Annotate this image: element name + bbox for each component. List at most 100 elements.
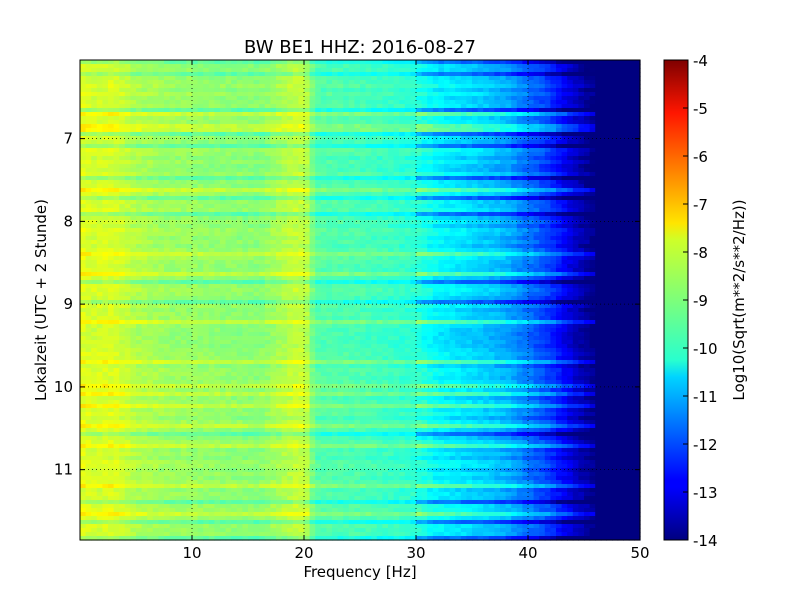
heatmap-cell	[96, 68, 103, 73]
heatmap-cell	[225, 80, 232, 85]
heatmap-cell	[208, 136, 215, 141]
heatmap-cell	[304, 188, 311, 193]
heatmap-cell	[544, 124, 551, 129]
heatmap-cell	[264, 212, 271, 217]
heatmap-cell	[259, 160, 266, 165]
heatmap-cell	[488, 164, 495, 169]
heatmap-cell	[80, 212, 87, 217]
heatmap-cell	[584, 220, 591, 225]
heatmap-cell	[360, 160, 367, 165]
heatmap-cell	[304, 172, 311, 177]
heatmap-cell	[416, 136, 423, 141]
heatmap-cell	[119, 68, 126, 73]
heatmap-cell	[533, 60, 540, 65]
heatmap-cell	[572, 128, 579, 133]
heatmap-cell	[628, 100, 635, 105]
heatmap-cell	[623, 132, 630, 137]
heatmap-cell	[214, 112, 221, 117]
heatmap-cell	[298, 136, 305, 141]
heatmap-cell	[567, 256, 574, 261]
heatmap-cell	[152, 212, 159, 217]
heatmap-cell	[516, 68, 523, 73]
heatmap-cell	[578, 176, 585, 181]
heatmap-cell	[108, 112, 115, 117]
heatmap-cell	[427, 100, 434, 105]
heatmap-cell	[628, 104, 635, 109]
heatmap-cell	[124, 84, 131, 89]
heatmap-cell	[208, 164, 215, 169]
heatmap-cell	[444, 120, 451, 125]
heatmap-cell	[455, 84, 462, 89]
heatmap-cell	[522, 252, 529, 257]
heatmap-cell	[164, 92, 171, 97]
heatmap-cell	[427, 196, 434, 201]
heatmap-cell	[164, 84, 171, 89]
heatmap-cell	[175, 112, 182, 117]
heatmap-cell	[589, 216, 596, 221]
heatmap-cell	[326, 184, 333, 189]
heatmap-cell	[242, 116, 249, 121]
heatmap-cell	[572, 116, 579, 121]
heatmap-cell	[572, 168, 579, 173]
heatmap-cell	[208, 128, 215, 133]
heatmap-cell	[505, 244, 512, 249]
heatmap-cell	[220, 248, 227, 253]
heatmap-cell	[522, 236, 529, 241]
heatmap-cell	[119, 168, 126, 173]
heatmap-cell	[164, 140, 171, 145]
heatmap-cell	[410, 184, 417, 189]
heatmap-cell	[91, 240, 98, 245]
heatmap-cell	[595, 112, 602, 117]
heatmap-cell	[343, 96, 350, 101]
heatmap-cell	[276, 200, 283, 205]
heatmap-cell	[287, 152, 294, 157]
heatmap-cell	[399, 240, 406, 245]
heatmap-cell	[376, 148, 383, 153]
heatmap-cell	[259, 164, 266, 169]
heatmap-cell	[533, 128, 540, 133]
heatmap-cell	[533, 92, 540, 97]
heatmap-cell	[141, 168, 148, 173]
heatmap-cell	[169, 192, 176, 197]
heatmap-cell	[561, 176, 568, 181]
heatmap-cell	[203, 132, 210, 137]
heatmap-cell	[516, 252, 523, 257]
heatmap-cell	[141, 72, 148, 77]
heatmap-cell	[466, 124, 473, 129]
heatmap-cell	[617, 236, 624, 241]
heatmap-cell	[124, 228, 131, 233]
heatmap-cell	[80, 180, 87, 185]
heatmap-cell	[578, 184, 585, 189]
heatmap-cell	[343, 68, 350, 73]
heatmap-cell	[231, 148, 238, 153]
heatmap-cell	[248, 244, 255, 249]
heatmap-cell	[270, 80, 277, 85]
heatmap-cell	[180, 188, 187, 193]
chart-title: BW BE1 HHZ: 2016-08-27	[244, 37, 476, 58]
heatmap-cell	[130, 80, 137, 85]
heatmap-cell	[225, 124, 232, 129]
heatmap-cell	[376, 100, 383, 105]
heatmap-cell	[516, 124, 523, 129]
heatmap-cell	[522, 144, 529, 149]
heatmap-cell	[399, 76, 406, 81]
heatmap-cell	[444, 76, 451, 81]
heatmap-cell	[449, 116, 456, 121]
heatmap-cell	[124, 192, 131, 197]
heatmap-cell	[410, 216, 417, 221]
heatmap-cell	[556, 116, 563, 121]
heatmap-cell	[281, 168, 288, 173]
heatmap-cell	[544, 200, 551, 205]
heatmap-cell	[152, 156, 159, 161]
heatmap-cell	[511, 156, 518, 161]
heatmap-cell	[404, 152, 411, 157]
heatmap-cell	[595, 144, 602, 149]
heatmap-cell	[623, 224, 630, 229]
heatmap-cell	[528, 88, 535, 93]
heatmap-cell	[500, 112, 507, 117]
heatmap-cell	[382, 60, 389, 65]
heatmap-cell	[466, 132, 473, 137]
heatmap-cell	[141, 120, 148, 125]
heatmap-cell	[158, 120, 165, 125]
heatmap-cell	[444, 96, 451, 101]
